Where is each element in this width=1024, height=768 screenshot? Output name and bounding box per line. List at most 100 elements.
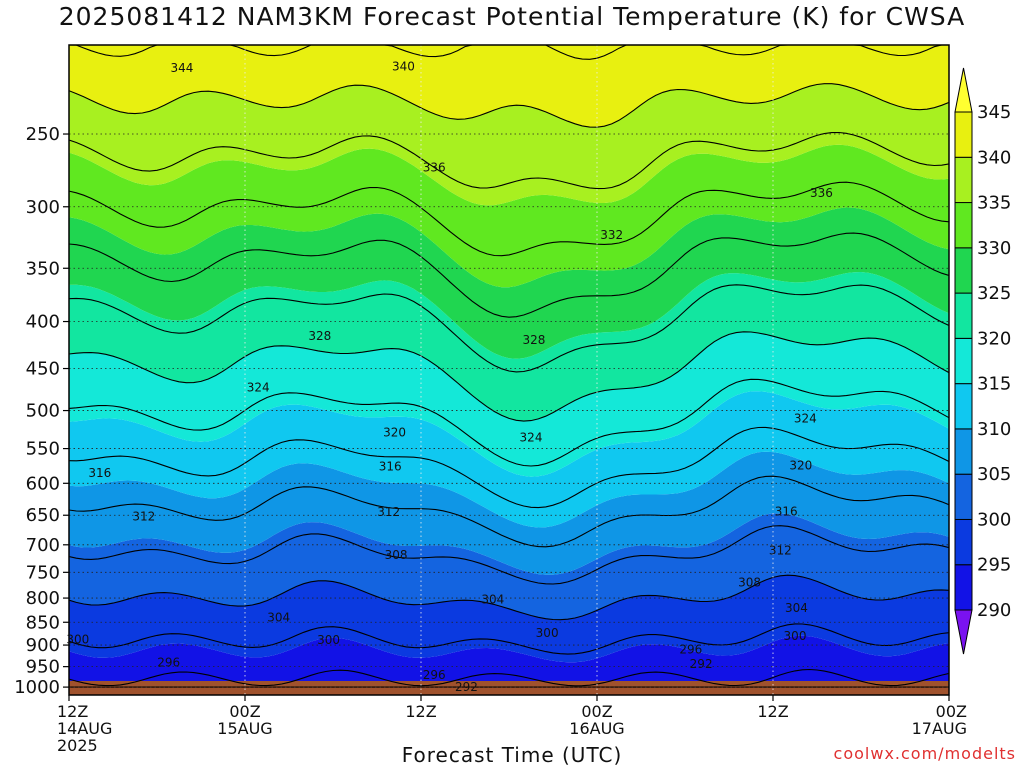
y-tick-label: 550 (26, 439, 60, 460)
y-tick-label: 450 (26, 359, 60, 380)
colorbar-segment (954, 428, 973, 475)
contour-label: 292 (690, 657, 713, 671)
contour-label: 304 (785, 601, 808, 615)
y-tick-label: 300 (26, 197, 60, 218)
y-tick-label: 950 (26, 657, 60, 678)
x-tick-label: 00Z (229, 702, 260, 721)
contour-label: 316 (88, 466, 111, 480)
contour-label: 340 (392, 59, 415, 73)
contour-label: 300 (784, 629, 807, 643)
theta-band (69, 207, 949, 359)
contour-label: 300 (317, 633, 340, 647)
chart-title: 2025081412 NAM3KM Forecast Potential Tem… (58, 2, 966, 31)
contour-label: 324 (520, 431, 543, 445)
theta-contour (69, 378, 949, 467)
contour-label: 320 (383, 425, 406, 439)
theta-contour (69, 426, 949, 509)
x-tick-label: 14AUG (57, 719, 112, 738)
x-tick-label: 12Z (405, 702, 436, 721)
contour-label: 300 (66, 633, 89, 647)
contour-label: 312 (377, 505, 400, 519)
theta-contour (69, 83, 949, 128)
x-tick-label: 2025 (57, 736, 98, 755)
x-axis-label: Forecast Time (UTC) (401, 743, 623, 767)
colorbar-segment (954, 337, 973, 385)
x-tick-label: 15AUG (217, 719, 272, 738)
contour-label: 308 (738, 575, 761, 589)
y-tick-label: 250 (26, 124, 60, 145)
ground-surface (69, 681, 949, 695)
y-tick-label: 850 (26, 612, 60, 633)
y-tick-label: 650 (26, 505, 60, 526)
colorbar-tick-label: 320 (977, 328, 1011, 349)
contour-label: 296 (157, 655, 180, 669)
colorbar-tick-label: 340 (977, 147, 1011, 168)
y-tick-label: 400 (26, 312, 60, 333)
colorbar-segment (954, 156, 973, 204)
x-tick-label: 12Z (757, 702, 788, 721)
colorbar-tick-label: 315 (977, 374, 1011, 395)
contour-label: 316 (775, 505, 798, 519)
theta-contour (69, 475, 949, 548)
contour-label: 300 (536, 626, 559, 640)
contour-label: 344 (170, 61, 193, 75)
colorbar: 290 295 300 305 310 315 320 325 330 335 340 345 (954, 67, 1011, 655)
contour-labels: 344 340 336 336 332 328 328 324 324 324 320 320 316 3… (66, 59, 833, 694)
theta-band (69, 83, 949, 206)
contour-label: 320 (789, 459, 812, 473)
y-tick-label: 350 (26, 258, 60, 279)
colorbar-segment (954, 292, 973, 339)
x-tick-label: 12Z (57, 702, 88, 721)
y-tick-label: 700 (26, 535, 60, 556)
contour-label: 292 (455, 680, 478, 694)
theta-contour (69, 131, 949, 190)
colorbar-tick-label: 345 (977, 102, 1011, 123)
colorbar-min-triangle (954, 609, 973, 655)
plot-frame (68, 44, 950, 696)
theta-contour (69, 284, 949, 373)
contour-label: 324 (794, 411, 817, 425)
credit-text[interactable]: coolwx.com/modelts (833, 744, 1016, 763)
y-tick-label: 800 (26, 588, 60, 609)
colorbar-tick-label: 300 (977, 509, 1011, 530)
y-tick-label: 600 (26, 473, 60, 494)
colorbar-segment (954, 383, 973, 430)
x-tick-label: 16AUG (569, 719, 624, 738)
theta-shading (69, 45, 949, 695)
y-tick-label: 750 (26, 562, 60, 583)
contour-label: 328 (522, 333, 545, 347)
theta-contour (69, 525, 949, 585)
theta-band (69, 575, 949, 663)
contour-label: 296 (423, 668, 446, 682)
y-tick-label: 900 (26, 635, 60, 656)
theta-band (69, 331, 949, 477)
colorbar-tick-label: 290 (977, 600, 1011, 621)
theta-contour (69, 331, 949, 422)
y-axis: 2503003504004505005506006507007508008509… (14, 124, 69, 698)
colorbar-segment (954, 473, 973, 520)
contour-label: 296 (679, 642, 702, 656)
contour-label: 312 (769, 543, 792, 557)
theta-contour (69, 623, 949, 655)
theta-contour (69, 668, 949, 687)
colorbar-segment (954, 111, 973, 158)
colorbar-tick-label: 310 (977, 419, 1011, 440)
colorbar-tick-label: 330 (977, 238, 1011, 259)
contour-label: 308 (385, 548, 408, 562)
colorbar-tick-label: 305 (977, 464, 1011, 485)
contour-label: 336 (810, 186, 833, 200)
theta-contour (69, 181, 949, 257)
theta-contour (69, 232, 949, 318)
y-tick-label: 500 (26, 401, 60, 422)
colorbar-max-triangle (954, 67, 973, 113)
colorbar-tick-label: 295 (977, 555, 1011, 576)
colorbar-tick-label: 325 (977, 283, 1011, 304)
contour-label: 332 (600, 228, 623, 242)
colorbar-segment (954, 247, 973, 294)
x-tick-label: 00Z (581, 702, 612, 721)
colorbar-segment (954, 564, 973, 611)
colorbar-tick-label: 335 (977, 193, 1011, 214)
theta-band (69, 391, 949, 528)
